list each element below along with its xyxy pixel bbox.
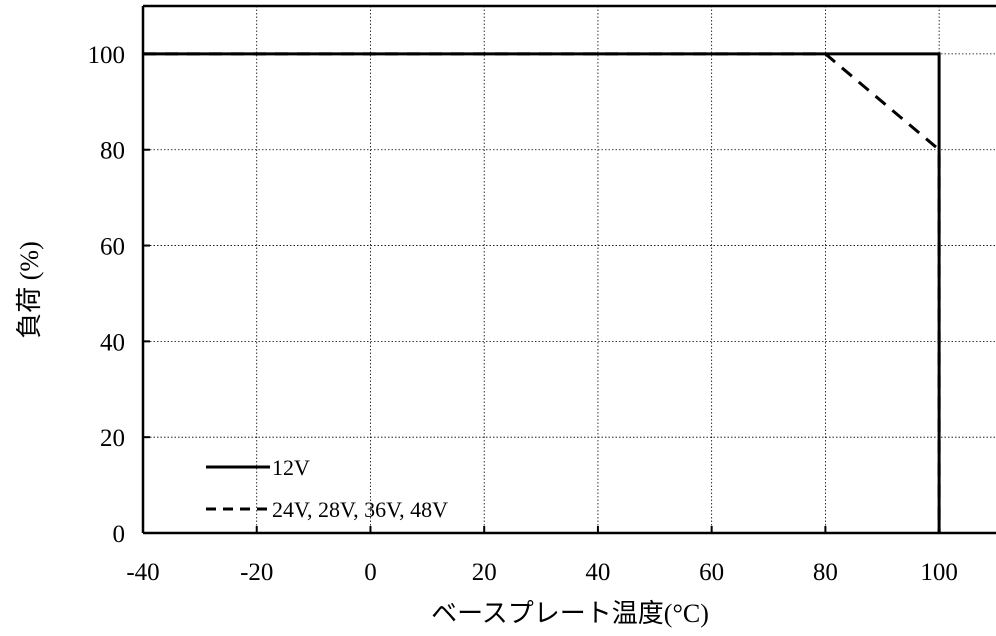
x-tick-label: 40 [585, 559, 610, 586]
tick-labels: -40 -20 0 20 40 60 80 100 0 20 40 60 80 100 [88, 42, 958, 586]
y-tick-label: 20 [100, 425, 125, 452]
grid-lines [143, 6, 996, 533]
x-tick-label: 60 [699, 559, 724, 586]
legend-label: 12V [272, 455, 310, 480]
legend: 12V 24V, 28V, 36V, 48V [206, 455, 448, 522]
y-axis-title: 負荷 (%) [15, 241, 44, 338]
x-tick-label: 80 [813, 559, 838, 586]
x-tick-label: 100 [920, 559, 958, 586]
series-line-solid [143, 52, 941, 533]
y-tick-label: 100 [88, 42, 126, 69]
x-tick-label: 0 [364, 559, 377, 586]
axes [141, 4, 996, 535]
x-axis-title: ベースプレート温度(°C) [431, 599, 709, 628]
y-tick-label: 60 [100, 234, 125, 261]
y-tick-label: 40 [100, 329, 125, 356]
x-tick-label: -40 [126, 559, 159, 586]
y-tick-label: 80 [100, 138, 125, 165]
legend-label: 24V, 28V, 36V, 48V [272, 497, 448, 522]
y-tick-label: 0 [113, 521, 126, 548]
x-tick-label: -20 [240, 559, 273, 586]
series-line-dashed [143, 52, 941, 533]
x-tick-label: 20 [472, 559, 497, 586]
data-series [143, 52, 941, 533]
